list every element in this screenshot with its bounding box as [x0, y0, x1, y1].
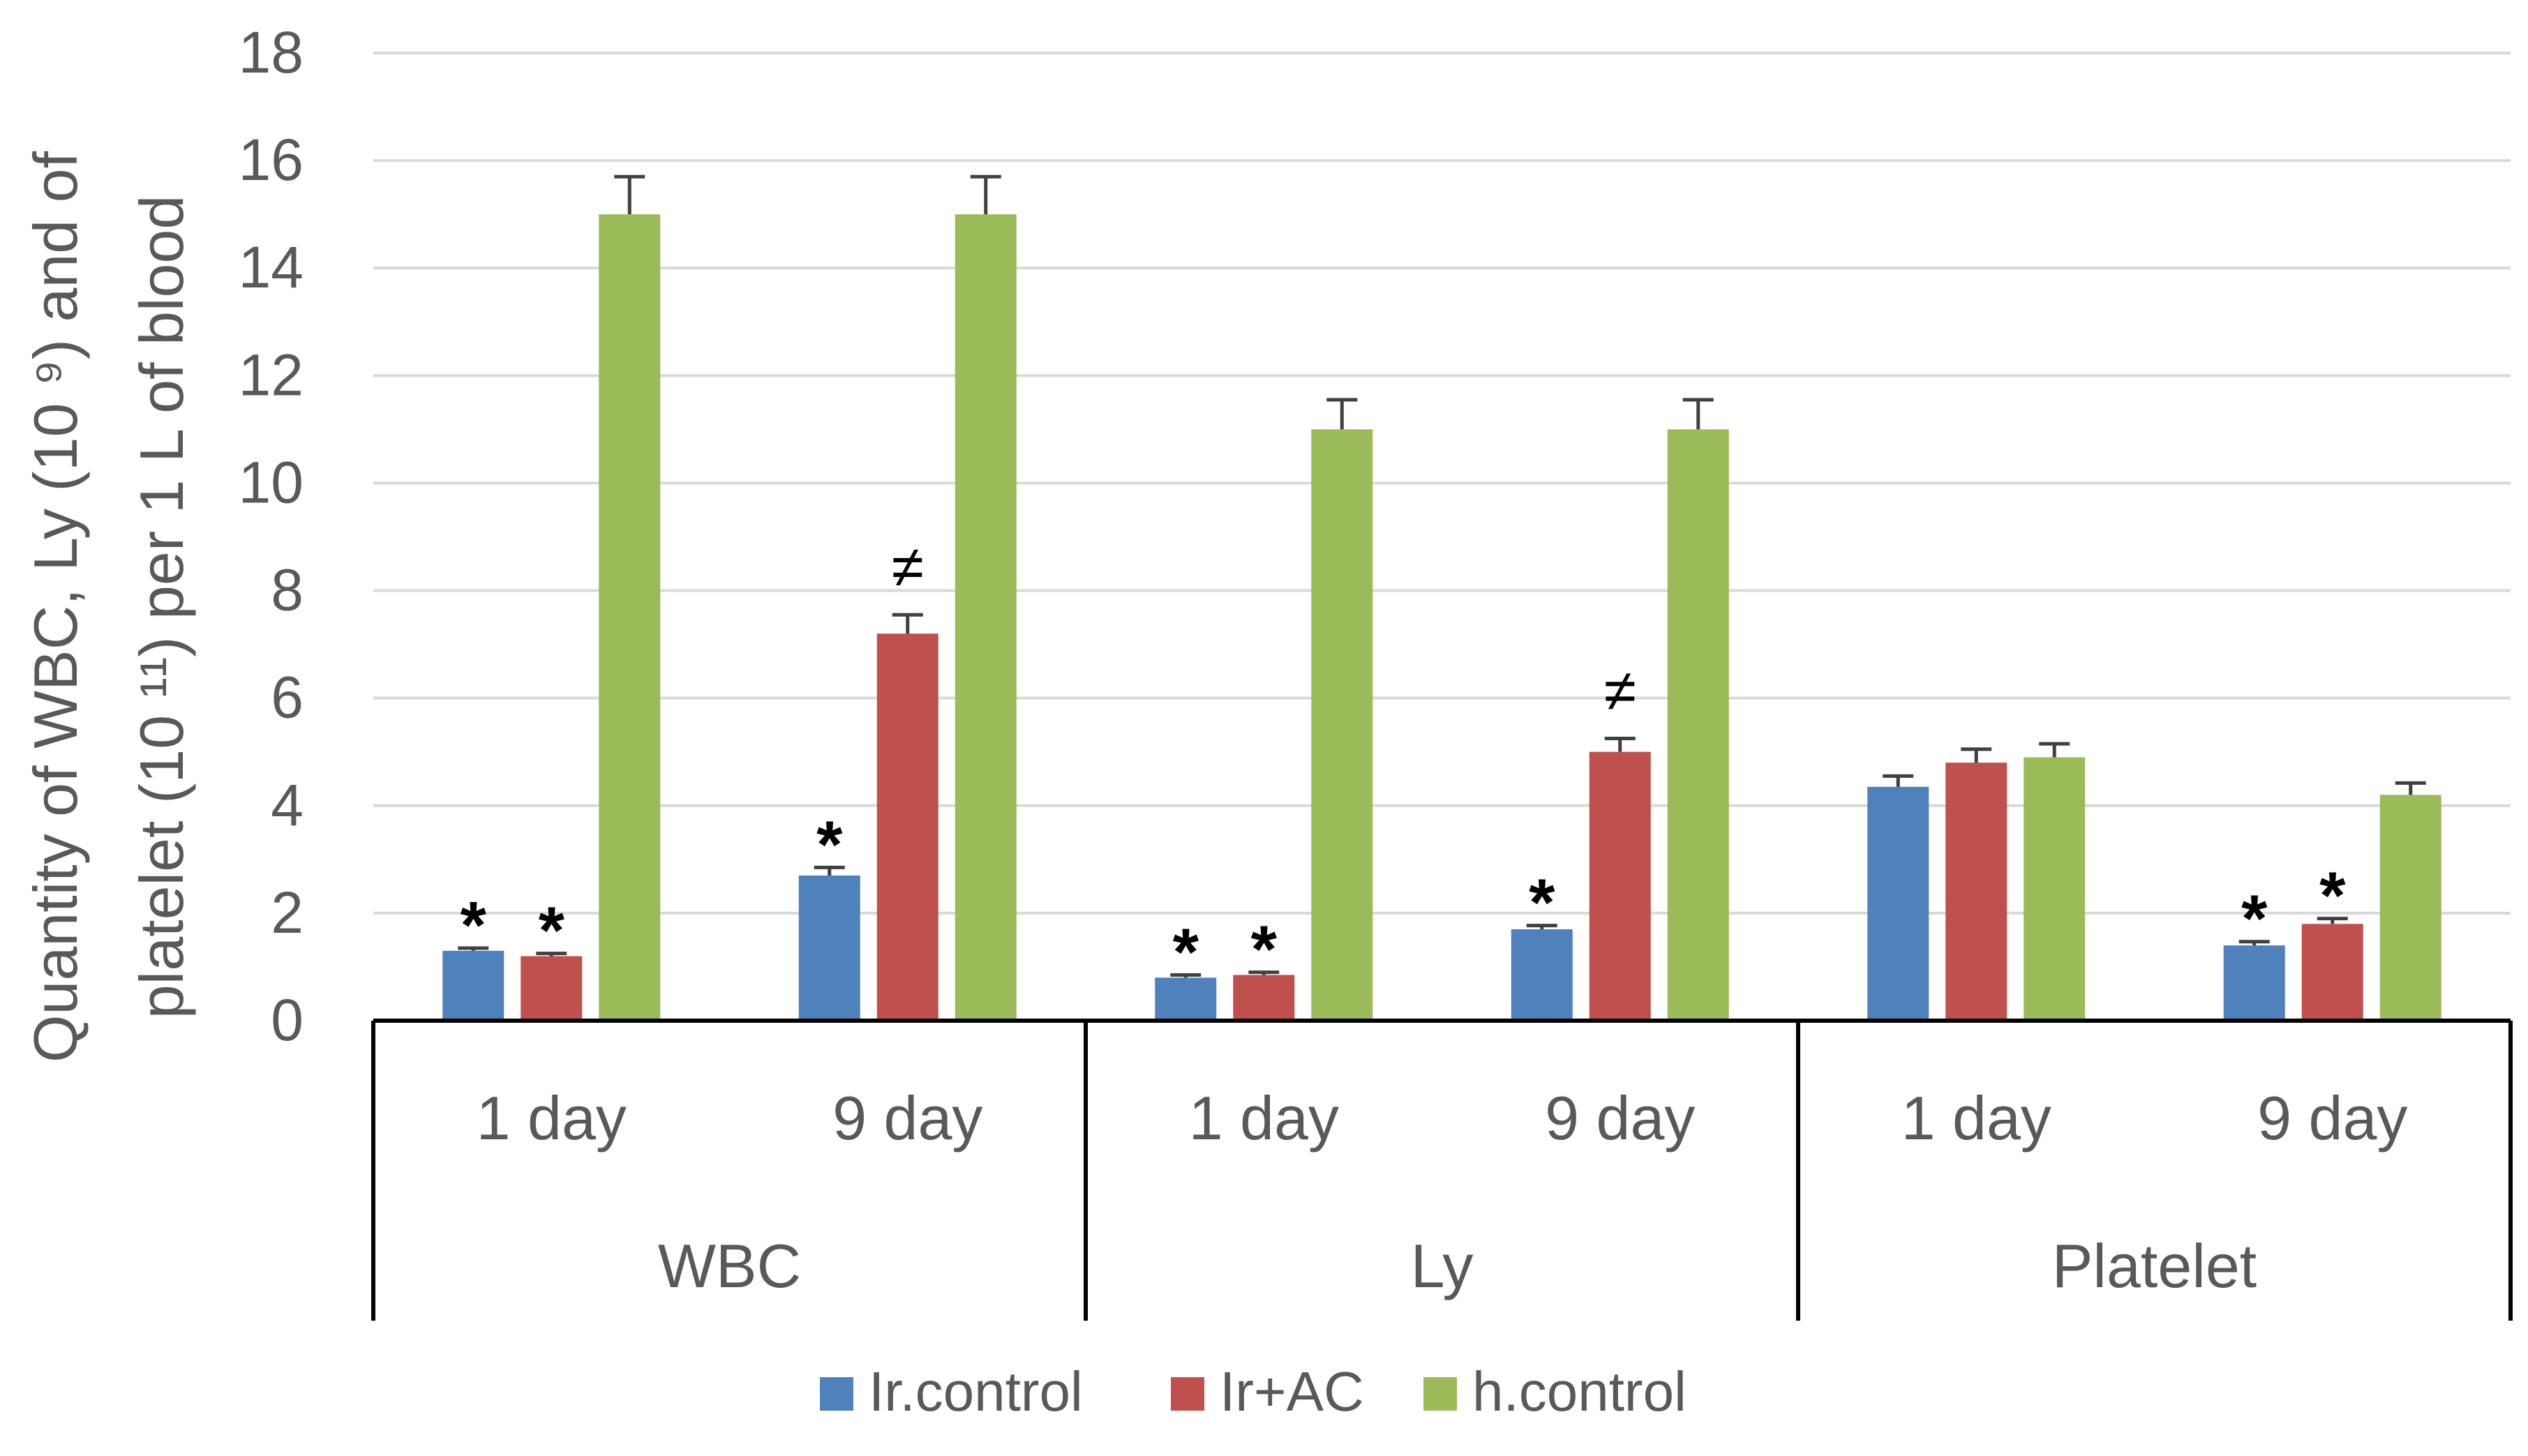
y-tick-label: 14: [239, 234, 304, 300]
legend-label: Ir.control: [869, 1360, 1083, 1423]
legend-label: Ir+AC: [1220, 1360, 1364, 1423]
bar: [1511, 929, 1573, 1021]
significance-mark: ≠: [1604, 657, 1636, 723]
significance-mark: ≠: [892, 534, 924, 599]
bar: [521, 956, 583, 1021]
significance-mark: *: [461, 888, 487, 963]
significance-mark: *: [1529, 866, 1555, 940]
bars: [442, 214, 2441, 1021]
subgroup-label: 1 day: [1189, 1083, 1339, 1153]
bar: [1867, 786, 1929, 1021]
bar: [955, 214, 1017, 1021]
y-tick-label: 2: [271, 880, 304, 945]
subgroup-label: 1 day: [1901, 1083, 2051, 1153]
error-bars: [458, 174, 2426, 978]
bar: [1667, 429, 1729, 1021]
legend-label: h.control: [1472, 1360, 1686, 1423]
bar: [2223, 945, 2285, 1021]
subgroup-label: 9 day: [832, 1083, 982, 1153]
significance-mark: *: [816, 807, 843, 882]
significance-mark: *: [1173, 915, 1199, 990]
subgroup-label: 9 day: [2257, 1083, 2407, 1153]
y-tick-label: 8: [271, 557, 304, 623]
significance-mark: *: [2241, 882, 2268, 956]
bar: [2301, 924, 2363, 1021]
y-tick-label: 10: [239, 449, 304, 515]
subgroup-label: 9 day: [1545, 1083, 1695, 1153]
significance-mark: *: [539, 894, 565, 968]
bar: [1311, 429, 1373, 1021]
y-tick-label: 16: [239, 127, 304, 193]
y-tick-label: 18: [239, 20, 304, 85]
bar: [2379, 795, 2441, 1021]
y-axis-title-line2: platelet (10 ¹¹) per 1 L of blood: [127, 195, 196, 1019]
significance-mark: *: [2319, 859, 2346, 933]
y-tick-label: 4: [271, 772, 304, 838]
bar: [1945, 763, 2007, 1021]
bar: [599, 214, 661, 1021]
category-axis: 1 day 9 day WBC 1 day 9 day Ly 1 day 9 day Plate…: [371, 1019, 2513, 1321]
subgroup-label: 1 day: [477, 1083, 627, 1153]
legend-swatch: [1171, 1377, 1204, 1411]
bar: [1233, 975, 1295, 1021]
legend: Ir.control Ir+AC h.control: [820, 1360, 1686, 1423]
legend-swatch: [820, 1377, 853, 1411]
bar: [2024, 757, 2086, 1021]
y-tick-label: 0: [271, 987, 304, 1053]
legend-swatch: [1423, 1377, 1457, 1411]
group-label: WBC: [658, 1231, 801, 1300]
bar: [1155, 977, 1217, 1021]
group-label: Platelet: [2052, 1231, 2257, 1300]
significance-mark: *: [1251, 913, 1278, 987]
gridlines: [373, 52, 2511, 915]
bar: [1589, 751, 1651, 1021]
bar: [798, 875, 860, 1021]
bar: [876, 633, 938, 1021]
y-tick-label: 12: [239, 342, 304, 407]
y-axis-ticks: 0 2 4 6 8 10 12 14 16 18: [239, 20, 304, 1053]
y-axis-title-line1: Quantity of WBC, Ly (10 ⁹) and of: [21, 151, 90, 1063]
y-axis-title: Quantity of WBC, Ly (10 ⁹) and of platele…: [21, 151, 196, 1063]
y-tick-label: 6: [271, 665, 304, 730]
significance-annotations: * * * * * * ≠ * ≠ *: [461, 534, 2347, 989]
group-label: Ly: [1411, 1231, 1474, 1300]
bar: [442, 950, 504, 1021]
